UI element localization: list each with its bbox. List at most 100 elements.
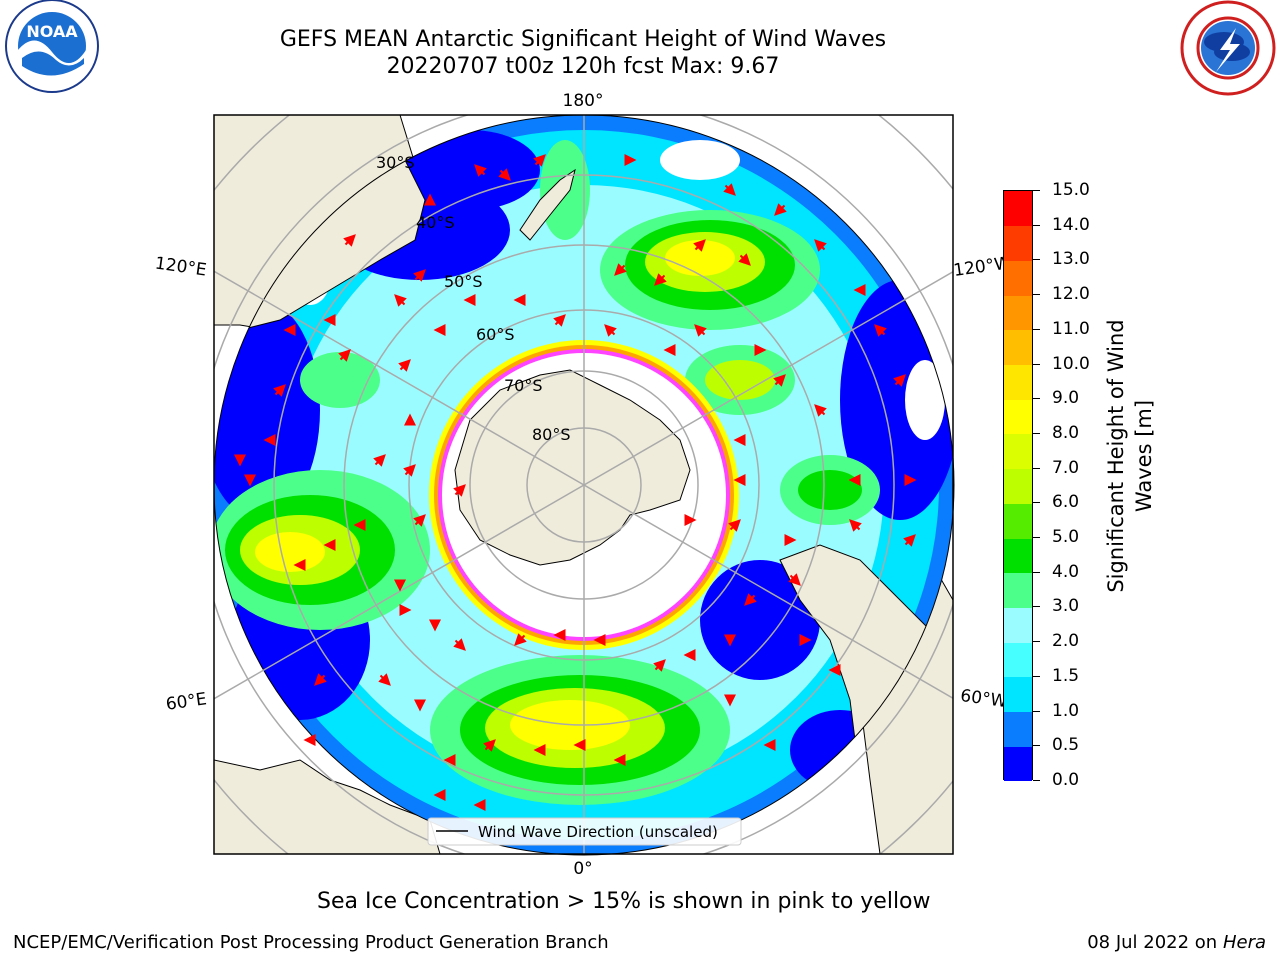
wave-direction-arrow <box>413 269 426 282</box>
colorbar-tick-label: 7.0 <box>1052 457 1080 478</box>
wave-direction-arrow <box>903 534 916 547</box>
wind-wave-arrows <box>234 154 917 811</box>
wave-direction-arrow <box>514 633 527 646</box>
wave-direction-arrow <box>788 573 801 586</box>
colorbar-tick-mark <box>1033 745 1040 747</box>
colorbar-tick-mark <box>1033 675 1040 677</box>
colorbar-tick-label: 12.0 <box>1052 284 1090 305</box>
colorbar-tick-mark <box>1033 641 1040 643</box>
colorbar-tick-mark <box>1033 224 1040 226</box>
colorbar-tick-mark <box>1033 432 1040 434</box>
wave-direction-arrow <box>403 464 416 477</box>
title-line-1: GEFS MEAN Antarctic Significant Height o… <box>279 27 887 52</box>
colorbar-tick-label: 15.0 <box>1052 180 1090 200</box>
colorbar-tick-label: 1.0 <box>1052 700 1080 721</box>
lat-label-50s: 50°S <box>444 272 483 291</box>
colorbar-tick-label: 6.0 <box>1052 492 1080 513</box>
colorbar-tick-label: 9.0 <box>1052 388 1080 409</box>
noaa-logo: NOAA <box>0 0 104 100</box>
colorbar-segment <box>1004 399 1032 435</box>
colorbar-tick-label: 2.0 <box>1052 631 1080 652</box>
wave-direction-arrow <box>453 484 466 497</box>
wave-direction-arrow <box>723 183 736 196</box>
nws-logo <box>1176 0 1280 100</box>
legend-text: Wind Wave Direction (unscaled) <box>478 823 718 841</box>
lon-label-60w: 60°W <box>959 686 1008 712</box>
wave-direction-arrow <box>814 239 827 252</box>
wave-direction-arrow <box>654 273 667 286</box>
colorbar-segment <box>1004 191 1032 227</box>
colorbar-tick-label: 8.0 <box>1052 422 1080 443</box>
wave-direction-arrow <box>893 374 906 387</box>
wave-direction-arrow <box>483 739 496 752</box>
colorbar-tick-mark <box>1033 190 1040 191</box>
wave-direction-arrow <box>378 673 391 686</box>
wave-direction-arrow <box>394 294 407 307</box>
colorbar-tick-label: 13.0 <box>1052 249 1090 270</box>
wave-direction-arrow <box>874 324 887 337</box>
lat-label-70s: 70°S <box>504 376 543 395</box>
colorbar-segment <box>1004 468 1032 504</box>
wave-direction-arrow <box>533 154 546 167</box>
colorbar-tick-label: 4.0 <box>1052 561 1080 582</box>
wave-direction-arrow <box>398 359 411 372</box>
date-credit: 08 Jul 2022 on Hera <box>1087 932 1266 953</box>
wave-direction-arrow <box>474 164 487 177</box>
map-frame <box>213 114 954 855</box>
colorbar-tick-label: 0.5 <box>1052 735 1080 756</box>
map-legend: Wind Wave Direction (unscaled) <box>427 817 742 846</box>
lon-label-120e: 120°E <box>154 254 208 281</box>
colorbar-segment <box>1004 433 1032 470</box>
colorbar-tick-mark <box>1033 571 1040 573</box>
colorbar-segment <box>1004 676 1032 713</box>
wave-direction-arrow <box>728 519 741 532</box>
sea-ice-note: Sea Ice Concentration > 15% is shown in … <box>317 889 931 914</box>
colorbar-segment <box>1004 538 1032 574</box>
branch-credit: NCEP/EMC/Verification Post Processing Pr… <box>13 932 609 953</box>
wave-direction-arrow <box>273 384 286 397</box>
colorbar-segment <box>1004 225 1032 261</box>
colorbar-segment <box>1004 260 1032 296</box>
wave-direction-arrow <box>604 324 617 337</box>
lon-label-60e: 60°E <box>165 689 208 714</box>
colorbar-segment <box>1004 572 1032 608</box>
colorbar-tick-mark <box>1033 328 1040 330</box>
colorbar-tick-label: 1.5 <box>1052 665 1080 686</box>
wave-direction-arrow <box>343 234 356 247</box>
lat-label-80s: 80°S <box>532 425 571 444</box>
lat-label-30s: 30°S <box>376 153 415 172</box>
antarctica <box>454 369 691 566</box>
colorbar-tick-mark <box>1033 259 1040 261</box>
noaa-logo-text: NOAA <box>26 22 78 41</box>
colorbar-tick-label: 3.0 <box>1052 596 1080 617</box>
wave-direction-arrow <box>338 349 351 362</box>
wave-direction-arrow <box>413 514 426 527</box>
colorbar-label-line2: Waves [m] <box>1132 399 1156 513</box>
colorbar-tick-mark <box>1033 780 1040 781</box>
wave-direction-arrow <box>553 314 566 327</box>
wave-direction-arrow <box>453 638 466 651</box>
colorbar-tick-mark <box>1033 467 1040 469</box>
colorbar-segment <box>1004 711 1032 747</box>
lat-label-60s: 60°S <box>476 325 515 344</box>
wave-direction-arrow <box>653 659 666 672</box>
colorbar-tick-mark <box>1033 398 1040 400</box>
graticule <box>214 115 953 854</box>
colorbar-tick-label: 5.0 <box>1052 527 1080 548</box>
wave-direction-arrow <box>849 519 862 532</box>
colorbar-tick-mark <box>1033 606 1040 608</box>
colorbar-label-line1: Significant Height of Wind <box>1104 319 1128 593</box>
wave-direction-arrow <box>693 239 706 252</box>
machine-name: Hera <box>1222 932 1266 953</box>
date-text: 08 Jul 2022 on <box>1087 932 1223 953</box>
wave-direction-arrow <box>498 168 511 181</box>
lat-label-40s: 40°S <box>416 213 455 232</box>
lon-label-0: 0° <box>573 859 592 879</box>
colorbar-tick-label: 11.0 <box>1052 318 1090 339</box>
colorbar-segment <box>1004 329 1032 366</box>
wave-direction-arrow <box>738 253 751 266</box>
colorbar-tick-label: 10.0 <box>1052 353 1090 374</box>
colorbar-tick-label: 0.0 <box>1052 770 1080 790</box>
colorbar <box>1003 190 1033 782</box>
